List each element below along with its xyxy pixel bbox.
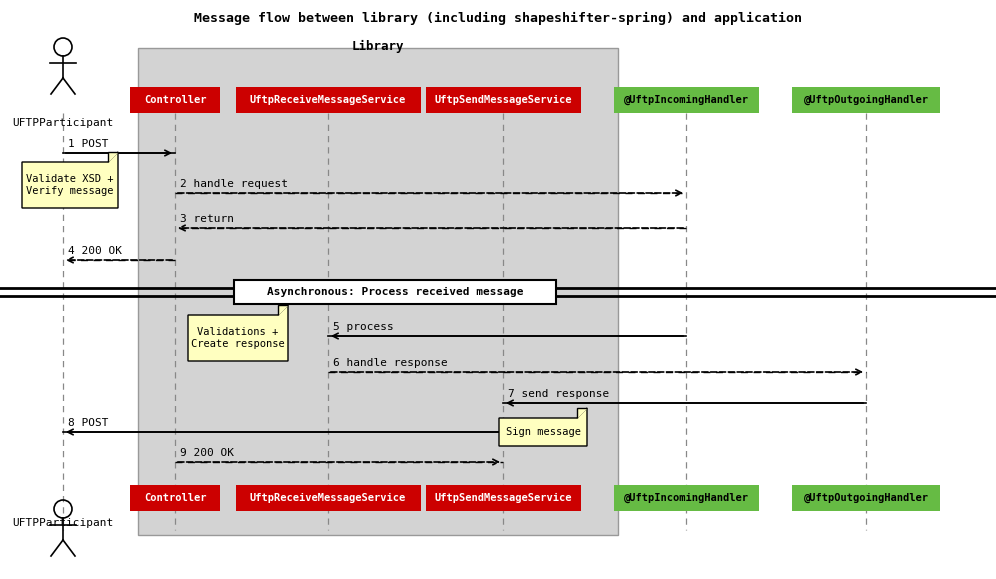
Text: @UftpIncomingHandler: @UftpIncomingHandler [623, 95, 749, 105]
Text: 1 POST: 1 POST [68, 139, 109, 149]
Text: @UftpIncomingHandler: @UftpIncomingHandler [623, 493, 749, 503]
Text: Library: Library [352, 39, 404, 53]
Text: Validate XSD +
Verify message: Validate XSD + Verify message [26, 174, 114, 196]
Text: 8 POST: 8 POST [68, 418, 109, 428]
Polygon shape [278, 305, 288, 315]
FancyBboxPatch shape [130, 87, 220, 113]
Text: UFTPParticipant: UFTPParticipant [12, 118, 114, 128]
Text: Message flow between library (including shapeshifter-spring) and application: Message flow between library (including … [194, 12, 802, 24]
FancyBboxPatch shape [792, 485, 940, 511]
Text: UftpSendMessageService: UftpSendMessageService [434, 493, 572, 503]
Text: UftpReceiveMessageService: UftpReceiveMessageService [250, 95, 406, 105]
FancyBboxPatch shape [425, 485, 581, 511]
Text: Asynchronous: Process received message: Asynchronous: Process received message [267, 287, 523, 297]
Polygon shape [499, 408, 587, 446]
FancyBboxPatch shape [614, 87, 759, 113]
Polygon shape [138, 48, 618, 535]
FancyBboxPatch shape [235, 485, 420, 511]
Text: 7 send response: 7 send response [508, 389, 610, 399]
Text: 9 200 OK: 9 200 OK [180, 448, 234, 458]
Text: UFTPParticipant: UFTPParticipant [12, 518, 114, 528]
FancyBboxPatch shape [614, 485, 759, 511]
Text: 6 handle response: 6 handle response [333, 358, 448, 368]
Text: Controller: Controller [143, 95, 206, 105]
FancyBboxPatch shape [234, 280, 556, 304]
Polygon shape [108, 152, 118, 162]
Text: 2 handle request: 2 handle request [180, 179, 288, 189]
FancyBboxPatch shape [130, 485, 220, 511]
Text: Sign message: Sign message [506, 427, 581, 437]
Text: UftpSendMessageService: UftpSendMessageService [434, 95, 572, 105]
Text: @UftpOutgoingHandler: @UftpOutgoingHandler [804, 95, 928, 105]
Text: Validations +
Create response: Validations + Create response [191, 327, 285, 349]
FancyBboxPatch shape [235, 87, 420, 113]
Text: UftpReceiveMessageService: UftpReceiveMessageService [250, 493, 406, 503]
Text: 4 200 OK: 4 200 OK [68, 246, 122, 256]
FancyBboxPatch shape [425, 87, 581, 113]
Polygon shape [188, 305, 288, 361]
Polygon shape [22, 152, 118, 208]
Polygon shape [577, 408, 587, 418]
FancyBboxPatch shape [792, 87, 940, 113]
Text: @UftpOutgoingHandler: @UftpOutgoingHandler [804, 493, 928, 503]
Text: Controller: Controller [143, 493, 206, 503]
Text: 5 process: 5 process [333, 322, 393, 332]
Text: 3 return: 3 return [180, 214, 234, 224]
